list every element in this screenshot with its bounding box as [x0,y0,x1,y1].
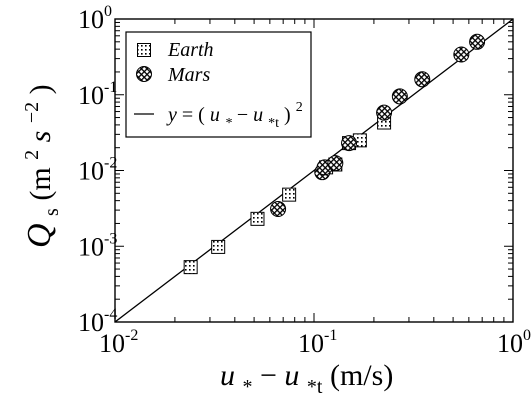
mars-point [270,201,287,218]
ylabel-exp2: −2 [21,102,43,123]
x-tick-labels: 10-2 10-1 100 [99,327,531,358]
ylabel-sub: s [41,208,63,216]
x-axis-title: u * − u *t (m/s) [220,359,393,395]
ylabel-s: s [24,131,57,143]
earth-point [250,211,265,226]
ylabel-exp1: 2 [21,150,43,160]
legend-line-sup: 2 [296,100,303,115]
y-tick-label: 10-1 [78,79,117,110]
legend: Earth Mars y = ( u * − u *t ) 2 [125,31,312,138]
legend-earth-label: Earth [167,39,214,61]
legend-line-dash: − [237,104,248,126]
xlabel-dash: − [260,359,277,392]
fit-line [115,19,513,322]
fit-line-layer [115,19,513,322]
mars-point [469,33,486,50]
x-tick-label: 100 [497,327,531,358]
x-tick-label: 10-1 [298,327,337,358]
mars-point [453,46,470,63]
legend-line-u1: u [210,104,220,126]
y-tick-label: 10-2 [78,155,117,186]
mars-point [391,88,408,105]
ylabel-unit-close: ) [24,84,57,94]
earth-point [183,260,198,275]
mars-point [341,135,358,152]
earth-point [211,239,226,254]
legend-mars-label: Mars [167,64,210,86]
legend-line-label: y = ( u * − u *t ) 2 [166,100,303,132]
plot-frame [114,18,514,323]
y-tick-label: 10-4 [78,306,117,337]
earth-point [282,187,297,202]
ylabel-q: Q [21,223,58,248]
legend-earth-marker [137,43,151,57]
xlabel-unit: (m/s) [330,359,393,392]
legend-line-close: ) [284,104,291,126]
mars-point [327,155,344,172]
ylabel-unit-open: (m [24,167,57,200]
xlabel-u1: u [220,359,235,392]
mars-point [414,71,431,88]
legend-line-y: y [166,104,177,126]
xlabel-sub1: * [243,376,253,395]
y-tick-label: 10-3 [78,230,117,261]
legend-line-u2: u [253,104,263,126]
data-points [183,33,486,275]
legend-box [125,31,312,138]
xlabel-sub2: *t [307,376,323,395]
y-tick-labels: 10-4 10-3 10-2 10-1 100 [78,3,117,337]
legend-line-sub2: *t [268,116,279,131]
y-tick-label: 100 [78,3,112,34]
y-axis-title: Q s (m 2 s −2 ) [12,84,65,248]
legend-line-eq: = ( [182,104,205,126]
legend-mars-marker [136,66,152,82]
xlabel-u2: u [284,359,299,392]
legend-line-sub1: * [225,116,232,131]
mars-point [376,104,393,121]
x-tick-label: 10-2 [99,327,138,358]
